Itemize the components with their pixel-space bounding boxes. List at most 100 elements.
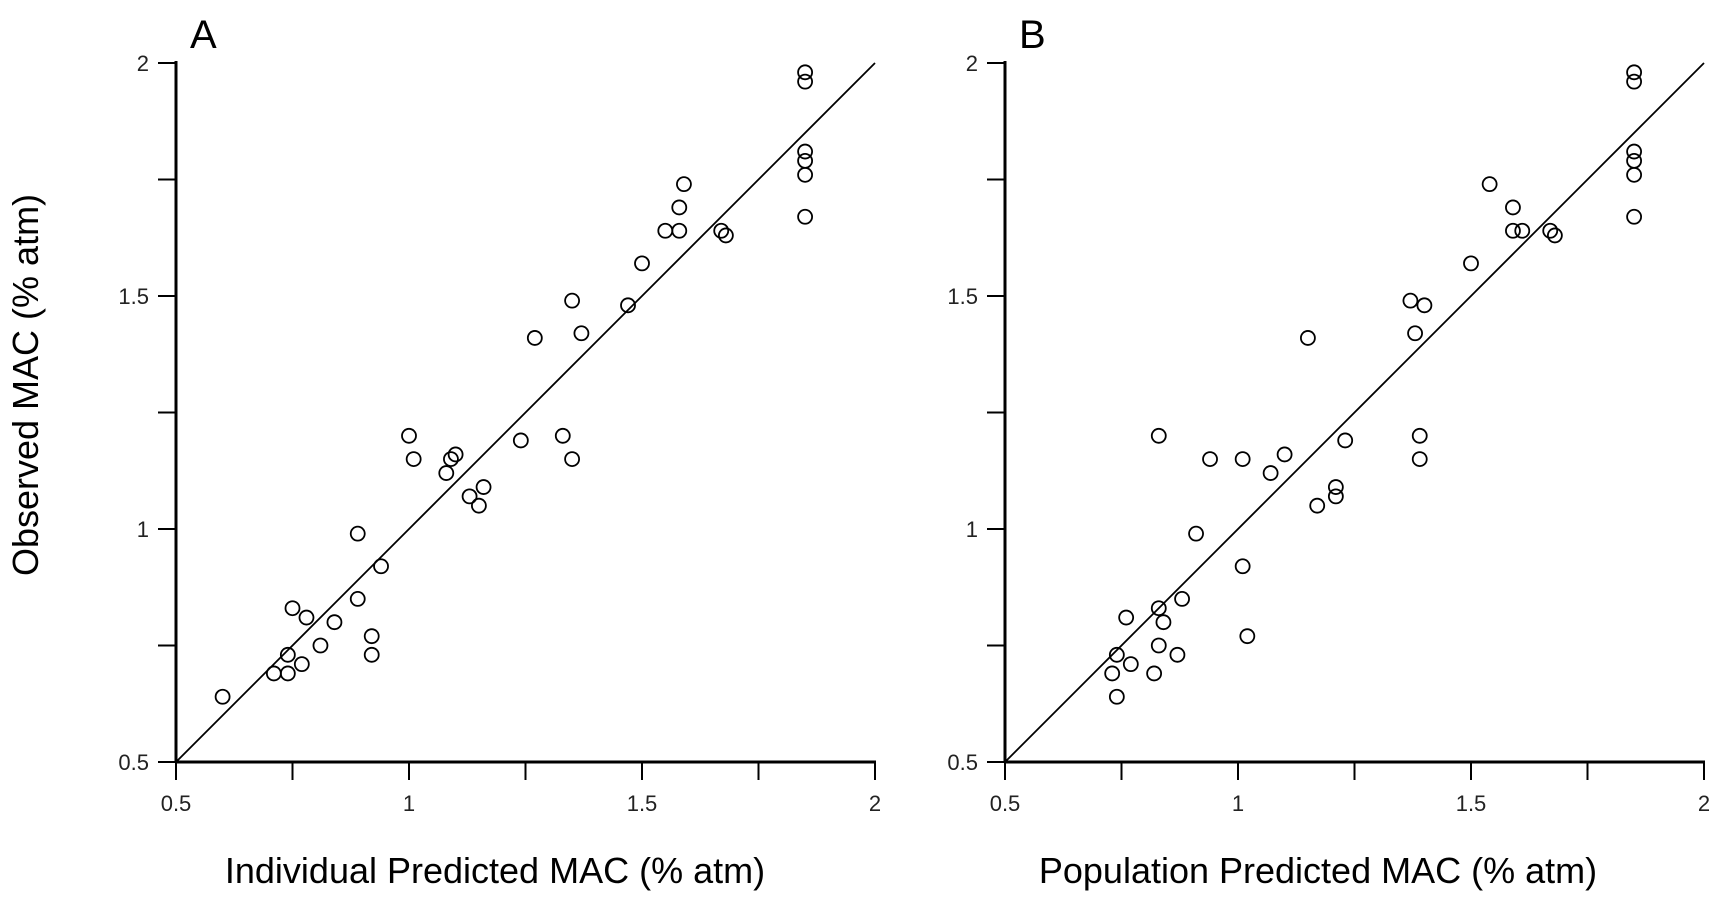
panel-a-data-point bbox=[279, 665, 296, 682]
panel-a-data-point bbox=[214, 688, 231, 705]
panel-b-data-point bbox=[1234, 558, 1251, 575]
panel-b-data-point bbox=[1150, 637, 1167, 654]
panel-a-data-point bbox=[438, 465, 455, 481]
panel-a-data-point bbox=[279, 646, 296, 663]
panel-a-data-point bbox=[443, 451, 459, 468]
panel-b-data-point bbox=[1108, 688, 1125, 705]
panel-b-data-point bbox=[1411, 427, 1428, 444]
panel-b-data-point bbox=[1239, 628, 1256, 645]
panel-a: A Individual Predicted MAC (% atm) 0.5 0.… bbox=[118, 13, 881, 891]
panel-b-x-tick-label: 0.5 bbox=[990, 791, 1021, 816]
panel-b-data-point bbox=[1463, 255, 1479, 272]
panel-b-data-point bbox=[1188, 525, 1204, 542]
panel-b-data-point bbox=[1108, 646, 1125, 663]
panel-b-data-point bbox=[1411, 451, 1428, 468]
panel-a-data-point bbox=[373, 558, 389, 575]
panel-a-data-point bbox=[657, 222, 674, 239]
panel-a-data-point bbox=[284, 600, 301, 617]
shared-y-axis-title: Observed MAC (% atm) bbox=[5, 194, 46, 576]
panel-b-data-point bbox=[1542, 222, 1559, 239]
panel-a-data-point bbox=[461, 488, 478, 505]
panel-b-data-point bbox=[1626, 166, 1642, 183]
panel-a-data-point bbox=[797, 143, 813, 160]
panel-b-data-point bbox=[1626, 152, 1642, 169]
panel-a-data-point bbox=[713, 222, 730, 239]
panel-a-data-point bbox=[797, 73, 813, 90]
panel-a-identity-line bbox=[175, 62, 876, 763]
panel-b-data-point bbox=[1309, 497, 1326, 514]
panel-a-data-point bbox=[349, 525, 366, 542]
panel-a-data-point bbox=[363, 646, 380, 663]
panel-a-data-point bbox=[717, 227, 734, 244]
panel-a-data-point bbox=[293, 656, 310, 673]
panel-a-data-point bbox=[447, 446, 464, 463]
panel-b-data-point bbox=[1150, 600, 1167, 617]
panel-a-data-point bbox=[564, 292, 580, 309]
panel-a-data-point bbox=[349, 591, 366, 607]
panel-a-data-point bbox=[797, 152, 813, 169]
panel-a-x-tick-label: 0.5 bbox=[161, 791, 192, 816]
panel-b-data-point bbox=[1626, 143, 1642, 160]
panel-a-data-point bbox=[405, 451, 422, 468]
panel-a-x-tick-label: 1 bbox=[403, 791, 415, 816]
panel-a-data-point bbox=[620, 297, 636, 314]
panel-b-x-tick-label: 1 bbox=[1232, 791, 1244, 816]
panel-b-data-point bbox=[1407, 325, 1423, 342]
panel-a-y-tick-label: 1.5 bbox=[118, 284, 149, 309]
panel-b: B Population Predicted MAC (% atm) 0.5 0.… bbox=[947, 13, 1710, 891]
panel-b-data-point bbox=[1300, 330, 1316, 346]
panel-a-data-point bbox=[671, 222, 688, 239]
panel-b-data-point bbox=[1122, 656, 1139, 673]
panel-b-y-tick-label: 0.5 bbox=[947, 750, 978, 775]
panel-b-identity-line bbox=[1004, 62, 1705, 763]
panel-b-data-point bbox=[1626, 64, 1642, 81]
panel-b-data-point bbox=[1118, 609, 1135, 626]
panel-b-data-point bbox=[1150, 427, 1167, 444]
panel-a-data-point bbox=[298, 609, 315, 626]
panel-b-x-axis-title: Population Predicted MAC (% atm) bbox=[1039, 850, 1597, 891]
panel-a-data-point bbox=[526, 330, 543, 346]
panel-b-data-point bbox=[1155, 614, 1172, 631]
panel-a-data-point bbox=[512, 432, 529, 449]
panel-a-data-point bbox=[265, 665, 282, 682]
panel-b-y-tick-label: 1.5 bbox=[947, 284, 978, 309]
panel-b-y-tick-label: 1 bbox=[966, 517, 978, 542]
panel-a-data-point bbox=[326, 614, 343, 631]
panel-a-y-tick-label: 0.5 bbox=[118, 750, 149, 775]
panel-a-data-point bbox=[564, 451, 580, 468]
panel-a-data-point bbox=[554, 427, 571, 444]
panel-b-data-point bbox=[1146, 665, 1163, 682]
panel-b-data-point bbox=[1104, 665, 1121, 682]
panel-a-data-point bbox=[671, 199, 688, 216]
panel-b-data-point bbox=[1169, 646, 1186, 663]
panel-a-data-point bbox=[312, 637, 329, 654]
panel-a-data-point bbox=[363, 628, 380, 645]
panel-a-x-tick-label: 1.5 bbox=[627, 791, 658, 816]
panel-a-data-point bbox=[797, 64, 813, 81]
panel-b-y-tick-label: 2 bbox=[966, 51, 978, 76]
panel-a-data-point bbox=[634, 255, 650, 272]
panel-a-label: A bbox=[190, 13, 217, 57]
panel-b-data-point bbox=[1174, 591, 1190, 607]
panel-b-data-point bbox=[1505, 199, 1521, 216]
panel-a-y-tick-label: 1 bbox=[137, 517, 149, 542]
panel-b-data-point bbox=[1327, 479, 1344, 495]
panel-b-data-point bbox=[1626, 208, 1642, 225]
panel-a-data-point bbox=[676, 176, 692, 193]
panel-b-data-point bbox=[1416, 297, 1433, 314]
panel-a-data-point bbox=[475, 479, 492, 495]
panel-a-x-tick-label: 2 bbox=[869, 791, 881, 816]
panel-a-data-point bbox=[573, 325, 590, 342]
panel-a-x-axis-title: Individual Predicted MAC (% atm) bbox=[225, 850, 765, 891]
panel-b-data-point bbox=[1276, 446, 1293, 463]
panel-b-data-point bbox=[1262, 465, 1279, 481]
panel-b-data-point bbox=[1546, 227, 1563, 244]
panel-b-data-point bbox=[1626, 73, 1642, 90]
panel-a-data-point bbox=[797, 166, 813, 183]
panel-b-data-point bbox=[1514, 222, 1531, 239]
panel-b-label: B bbox=[1019, 13, 1046, 57]
panel-b-data-point bbox=[1327, 488, 1344, 505]
panel-b-data-point bbox=[1202, 451, 1218, 468]
panel-a-data-point bbox=[401, 427, 417, 444]
